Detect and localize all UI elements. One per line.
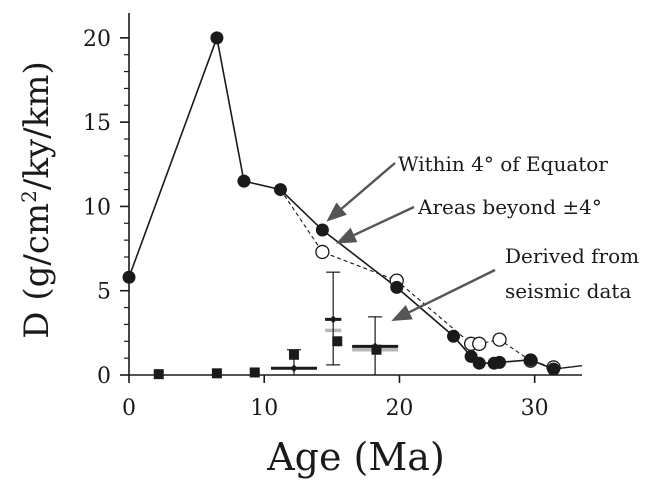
annotation-text: Areas beyond ±4° <box>417 195 602 219</box>
y-axis-title: D (g/cm2/ky/km) <box>17 61 57 338</box>
annotation-arrow-shaft <box>408 268 496 314</box>
open-circle-point <box>472 336 487 351</box>
filled-circle-point <box>122 270 136 284</box>
x-tick-label: 30 <box>521 396 549 421</box>
filled-circle-point <box>390 280 404 294</box>
y-axis-title-superscript: 2 <box>17 190 41 203</box>
y-tick-label: 10 <box>83 195 111 220</box>
annotation-text: Derived from <box>505 244 639 268</box>
filled-circle-point <box>315 223 329 237</box>
open-circle-point <box>315 244 330 260</box>
x-tick-label: 10 <box>250 396 278 421</box>
square-point <box>211 368 222 379</box>
filled-circle-point <box>472 356 486 370</box>
series-layer <box>122 31 583 380</box>
square-point <box>332 336 343 347</box>
square-point <box>288 349 299 360</box>
diamond-point <box>290 364 298 373</box>
square-point <box>371 344 382 355</box>
filled-circle-point <box>273 183 287 197</box>
filled-circle-point <box>547 362 561 376</box>
annotation-arrow-head <box>391 305 413 322</box>
filled-circle-point <box>210 31 224 45</box>
y-tick-label: 0 <box>97 364 111 389</box>
annotation-text: Within 4° of Equator <box>398 152 608 176</box>
filled-circle-point <box>237 174 251 188</box>
y-tick-label: 5 <box>97 280 111 305</box>
filled-circle-point <box>493 355 507 369</box>
diamond-point <box>329 315 337 324</box>
y-tick-label: 15 <box>83 111 111 136</box>
axes: 0 10 20 30 0 5 10 15 20 <box>83 13 582 421</box>
square-point <box>153 369 164 380</box>
annotation-arrow-head <box>326 202 347 222</box>
y-tick-label: 20 <box>83 27 111 52</box>
y-axis-title-units: /ky/km) <box>17 61 57 190</box>
filled-circle-point <box>524 353 538 367</box>
x-tick-label: 20 <box>385 396 413 421</box>
x-tick-label: 0 <box>122 396 136 421</box>
square-point <box>249 367 260 378</box>
annotation-arrow-shaft <box>340 162 396 210</box>
open-circle-point <box>492 332 507 347</box>
y-axis-title-main: D (g/cm <box>17 203 57 339</box>
x-axis-title: Age (Ma) <box>266 435 445 479</box>
annotation-arrow-shaft <box>353 205 415 237</box>
annotation-text: seismic data <box>505 279 631 303</box>
annotations-layer: Within 4° of Equator Areas beyond ±4° Deri… <box>326 152 639 322</box>
filled-circle-point <box>447 329 461 343</box>
annotation-arrow-head <box>335 227 358 244</box>
